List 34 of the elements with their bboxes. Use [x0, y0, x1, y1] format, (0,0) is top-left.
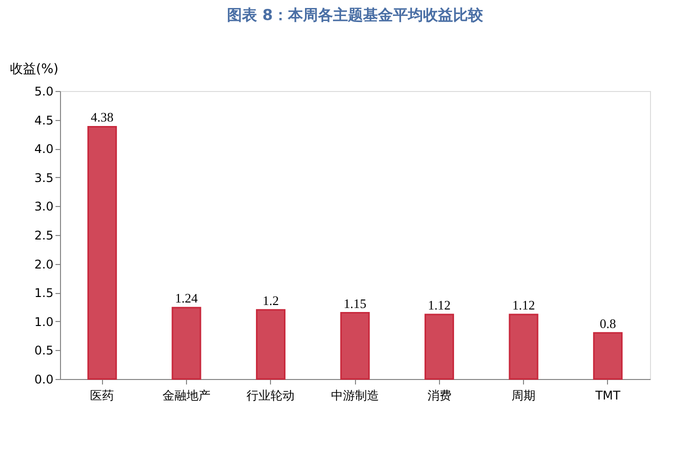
y-tick-label: 1.5: [34, 286, 54, 300]
bar: [340, 312, 370, 380]
y-tick-label: 2.5: [34, 228, 54, 242]
bar: [593, 332, 623, 380]
x-tick-label: 金融地产: [162, 388, 210, 402]
y-tick-label: 5.0: [34, 84, 54, 98]
data-label: 4.38: [90, 110, 114, 125]
x-tick-label: 医药: [90, 388, 114, 402]
y-tick-label: 1.0: [34, 314, 54, 329]
x-tick-label: 中游制造: [331, 388, 379, 402]
x-tick-label: 行业轮动: [246, 388, 295, 402]
bar: [87, 126, 117, 380]
y-tick-label: 0.5: [34, 344, 54, 358]
bar: [256, 309, 286, 380]
y-tick-label: 2.0: [34, 257, 54, 272]
data-label: 1.12: [512, 297, 535, 312]
data-label: 1.2: [262, 292, 279, 308]
y-axis-title: 收益(%): [10, 62, 58, 77]
bar: [172, 306, 202, 380]
x-tick-label: 周期: [512, 388, 536, 402]
chart-title: 图表 8：本周各主题基金平均收益比较: [227, 6, 484, 24]
y-tick-label: 4.0: [34, 142, 54, 156]
data-label: 1.15: [344, 296, 366, 311]
y-tick-label: 3.0: [34, 200, 54, 214]
data-label: 1.24: [175, 290, 198, 306]
bar: [508, 314, 538, 380]
x-tick-label: 消费: [427, 388, 452, 402]
y-tick-label: 4.5: [34, 113, 54, 128]
data-label: 0.8: [600, 316, 616, 331]
y-tick-label: 0.0: [34, 372, 54, 386]
data-label: 1.12: [428, 297, 451, 312]
y-tick-label: 3.5: [34, 170, 54, 185]
bar: [424, 314, 454, 380]
x-tick-label: TMT: [594, 388, 622, 402]
